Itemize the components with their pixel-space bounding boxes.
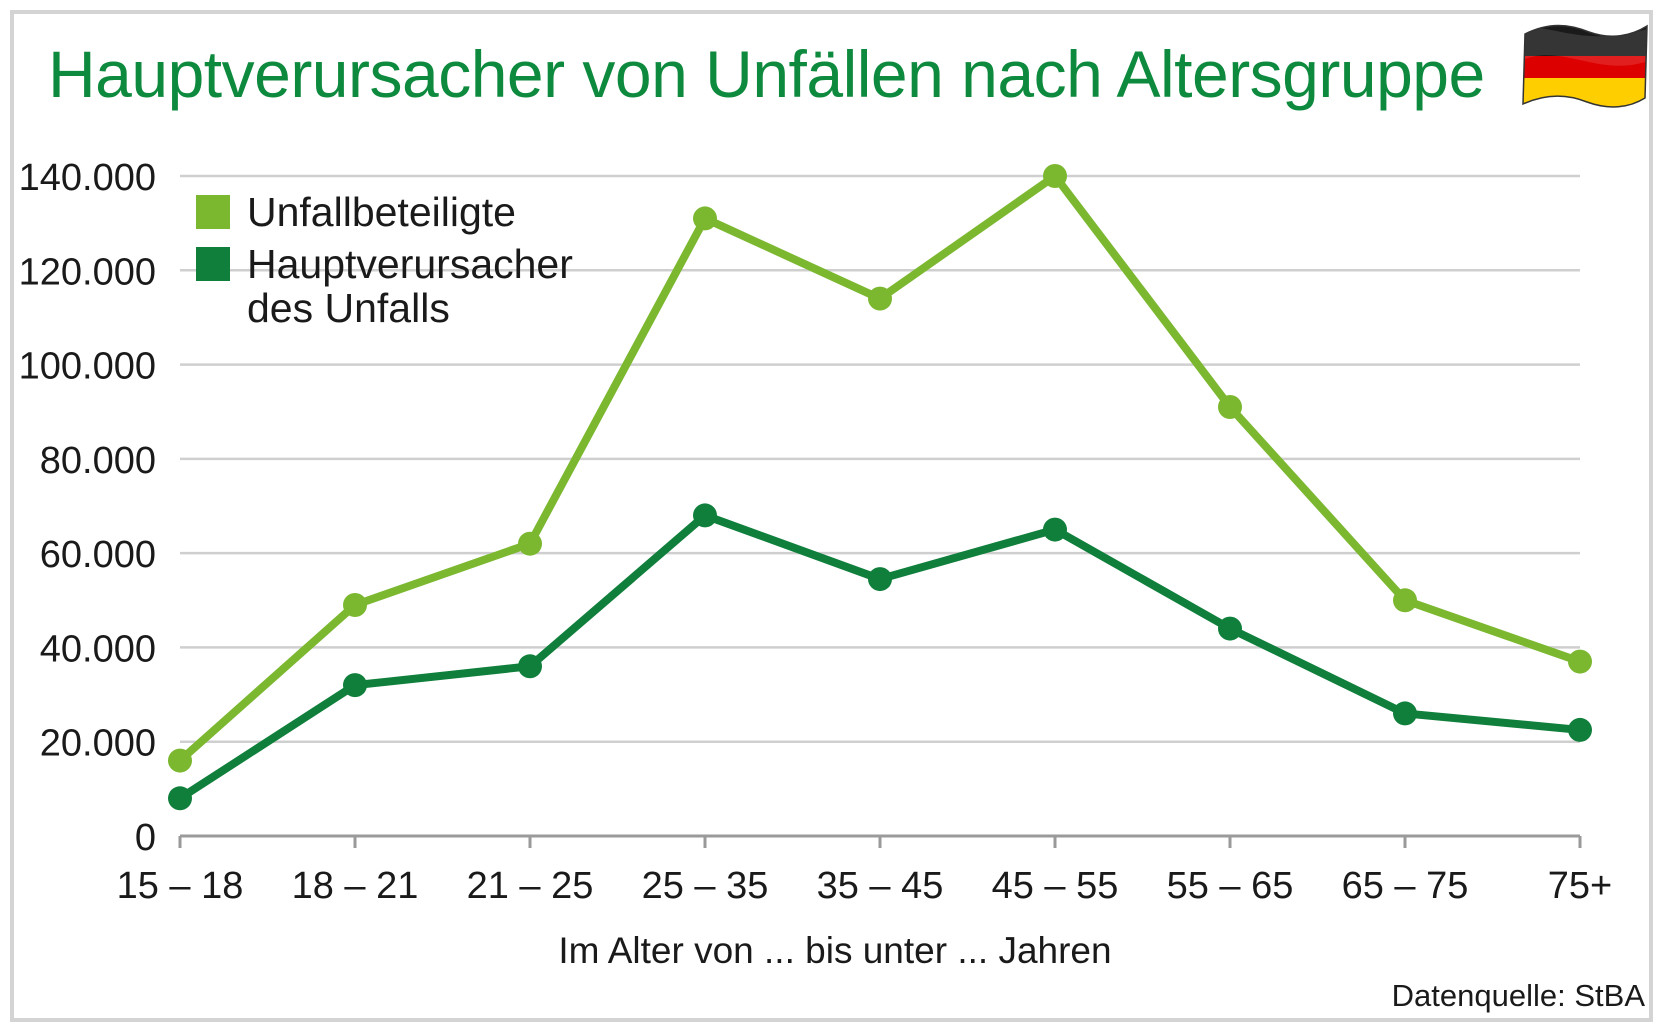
y-tick-label: 80.000 <box>40 440 156 482</box>
x-tick-label: 65 – 75 <box>1342 865 1469 907</box>
y-tick-label: 140.000 <box>19 157 156 199</box>
data-point <box>1043 517 1067 542</box>
data-point <box>1218 395 1242 419</box>
data-point <box>693 206 717 231</box>
legend-item-unfallbeteiligte: Unfallbeteiligte <box>196 190 573 234</box>
legend: Unfallbeteiligte Hauptverursacher des Un… <box>196 190 573 330</box>
x-tick-label: 25 – 35 <box>642 865 769 907</box>
data-point <box>868 286 892 311</box>
legend-label: Unfallbeteiligte <box>247 189 516 235</box>
data-point <box>168 786 192 811</box>
x-axis-label: Im Alter von ... bis unter ... Jahren <box>558 930 1111 971</box>
data-point <box>518 531 542 556</box>
flag-stripe-red <box>1523 56 1647 78</box>
x-tick-label: 15 – 18 <box>117 865 244 907</box>
y-tick-label: 20.000 <box>40 723 156 765</box>
x-tick-label: 18 – 21 <box>292 865 419 907</box>
y-tick-label: 40.000 <box>40 628 156 670</box>
x-tick-label: 45 – 55 <box>992 865 1119 907</box>
data-point <box>1393 701 1417 726</box>
data-source: Datenquelle: StBA <box>1391 978 1645 1013</box>
x-tick-label: 21 – 25 <box>467 865 594 907</box>
x-tick-label: 35 – 45 <box>817 865 944 907</box>
x-tick-label: 55 – 65 <box>1167 865 1294 907</box>
chart-title: Hauptverursacher von Unfällen nach Alter… <box>48 37 1485 111</box>
germany-flag-icon <box>1522 24 1648 108</box>
data-point <box>1568 717 1592 742</box>
y-tick-label: 100.000 <box>19 346 156 388</box>
data-point <box>343 593 367 617</box>
legend-swatch-light <box>196 195 230 229</box>
data-point <box>518 654 542 679</box>
data-point <box>1218 616 1242 641</box>
data-point <box>1568 649 1592 674</box>
data-point <box>868 567 892 592</box>
chart-frame <box>10 10 1653 1022</box>
data-point <box>1043 164 1067 188</box>
data-point <box>343 673 367 698</box>
y-tick-label: 120.000 <box>19 251 156 293</box>
legend-label: Hauptverursacher des Unfalls <box>247 241 573 331</box>
data-point <box>1393 588 1417 613</box>
y-tick-label: 60.000 <box>40 534 156 576</box>
data-point <box>693 503 717 528</box>
data-point <box>168 748 192 773</box>
legend-swatch-dark <box>196 247 230 281</box>
legend-item-hauptverursacher: Hauptverursacher des Unfalls <box>196 242 573 330</box>
y-tick-label: 0 <box>135 817 156 859</box>
x-tick-label: 75+ <box>1548 865 1612 907</box>
